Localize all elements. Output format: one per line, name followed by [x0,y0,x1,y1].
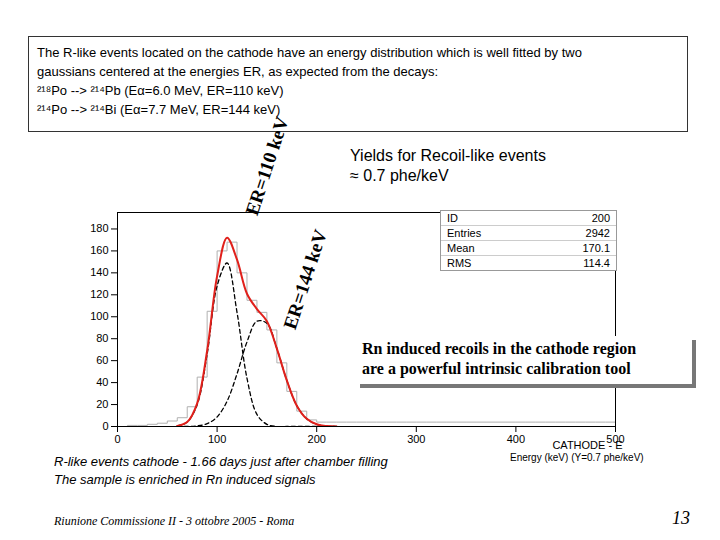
svg-text:0: 0 [114,433,120,445]
html-text:Yields for Recoil-like events: Yields for Recoil-like events [350,147,546,164]
html-text:114.4: 114.4 [583,257,610,269]
html-text:are a powerful intrinsic calib: are a powerful intrinsic calibration too… [362,360,631,377]
html-text:The sample is enriched in Rn i: The sample is enriched in Rn induced sig… [54,472,316,487]
html-text:gaussians centered at the ener: gaussians centered at the energies ER, a… [37,64,439,79]
html-text:Entries: Entries [447,227,482,239]
svg-text:40: 40 [96,376,108,388]
html-text:Energy (keV) (Y=0.7 phe/keV): Energy (keV) (Y=0.7 phe/keV) [510,452,644,463]
html-text:Mean: Mean [447,242,475,254]
html-text:≈ 0.7 phe/keV: ≈ 0.7 phe/keV [350,167,449,184]
svg-text:180: 180 [90,222,108,234]
html-text:ER=110 keV: ER=110 keV [241,114,293,218]
svg-text:300: 300 [407,433,425,445]
svg-text:100: 100 [208,433,226,445]
svg-text:0: 0 [102,420,108,432]
svg-text:120: 120 [90,288,108,300]
svg-text:160: 160 [90,244,108,256]
html-text:²¹⁴Po --> ²¹⁴Bi (Eα=7.7 MeV, E: ²¹⁴Po --> ²¹⁴Bi (Eα=7.7 MeV, ER=144 keV) [37,102,281,117]
html-text:170.1: 170.1 [582,242,610,254]
svg-text:100: 100 [90,310,108,322]
svg-text:140: 140 [90,266,108,278]
html-text:13: 13 [672,508,690,528]
html-text:2942: 2942 [585,227,610,239]
html-text:Riunione Commissione II - 3 ot: Riunione Commissione II - 3 ottobre 2005… [54,514,295,528]
svg-text:60: 60 [96,354,108,366]
html-text:RMS: RMS [447,257,472,269]
svg-text:CATHODE - E: CATHODE - E [552,439,622,451]
html-text:Rn induced recoils in the cath: Rn induced recoils in the cathode region [362,340,637,357]
html-text:ER=144 keV: ER=144 keV [279,227,331,332]
html-text:The R-like events located on t: The R-like events located on the cathode… [37,45,582,60]
svg-text:80: 80 [96,332,108,344]
html-text:ID: ID [447,212,458,224]
svg-text:20: 20 [96,398,108,410]
html-text:²¹⁸Po --> ²¹⁴Pb (Eα=6.0 MeV, E: ²¹⁸Po --> ²¹⁴Pb (Eα=6.0 MeV, ER=110 keV) [37,83,284,98]
html-text:200: 200 [591,212,610,224]
svg-text:400: 400 [507,433,525,445]
svg-text:200: 200 [308,433,326,445]
html-text:R-like events cathode - 1.66 d: R-like events cathode - 1.66 days just a… [54,454,388,469]
